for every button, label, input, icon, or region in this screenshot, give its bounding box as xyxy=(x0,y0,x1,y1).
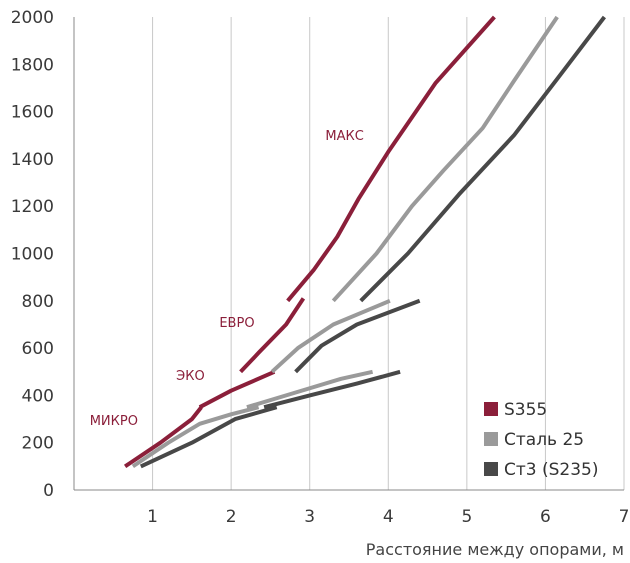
series-0-segment-0 xyxy=(123,405,203,469)
series-1-segment-3 xyxy=(331,15,559,303)
series-2-segment-1 xyxy=(263,369,401,410)
series-0-segment-1 xyxy=(198,369,276,409)
y-tick-label-200: 200 xyxy=(22,434,54,454)
x-tick-label-6: 6 xyxy=(540,507,551,527)
y-tick-label-1800: 1800 xyxy=(11,55,54,75)
axes xyxy=(73,17,624,491)
legend-swatch-2 xyxy=(484,462,498,476)
legend-label-2: Ст3 (S235) xyxy=(504,460,599,480)
y-tick-labels: 0 200 400 600 800 1000 1200 1400 1600 1800 2000 xyxy=(11,8,54,501)
series-1-segment-0 xyxy=(131,405,260,469)
x-axis-label: Расстояние между опорами, м xyxy=(366,540,624,559)
annotation-2: ЭКО xyxy=(176,369,205,384)
x-tick-label-3: 3 xyxy=(304,507,315,527)
series-lines xyxy=(123,15,606,469)
legend-label-1: Сталь 25 xyxy=(504,430,584,450)
series-0 xyxy=(123,15,496,469)
series-1 xyxy=(131,15,559,469)
annotations: МАКС ЕВРО ЭКО МИКРО xyxy=(90,129,364,429)
y-tick-label-600: 600 xyxy=(22,339,54,359)
x-tick-label-4: 4 xyxy=(383,507,394,527)
y-tick-label-1400: 1400 xyxy=(11,150,54,170)
x-tick-labels: 1 2 3 4 5 6 7 xyxy=(147,507,629,527)
grid xyxy=(152,17,625,490)
y-tick-label-0: 0 xyxy=(43,481,54,501)
x-tick-label-2: 2 xyxy=(226,507,237,527)
legend: S355 Сталь 25 Ст3 (S235) xyxy=(484,400,599,480)
annotation-1: ЕВРО xyxy=(219,316,254,331)
legend-swatch-1 xyxy=(484,432,498,446)
y-tick-label-1600: 1600 xyxy=(11,103,54,123)
x-tick-label-5: 5 xyxy=(461,507,472,527)
series-1-segment-1 xyxy=(246,369,374,410)
series-2-segment-2 xyxy=(294,298,421,374)
y-tick-label-1000: 1000 xyxy=(11,245,54,265)
series-2 xyxy=(139,15,606,469)
y-tick-label-800: 800 xyxy=(22,292,54,312)
y-tick-label-1200: 1200 xyxy=(11,197,54,217)
x-tick-label-1: 1 xyxy=(147,507,158,527)
x-tick-label-7: 7 xyxy=(619,507,630,527)
series-2-segment-0 xyxy=(139,405,278,469)
legend-label-0: S355 xyxy=(504,400,547,420)
annotation-0: МАКС xyxy=(325,129,363,144)
series-0-segment-3 xyxy=(286,15,496,303)
series-1-segment-2 xyxy=(270,298,391,374)
legend-swatch-0 xyxy=(484,402,498,416)
annotation-3: МИКРО xyxy=(90,414,138,429)
y-tick-label-400: 400 xyxy=(22,386,54,406)
y-tick-label-2000: 2000 xyxy=(11,8,54,28)
series-0-segment-2 xyxy=(239,297,306,374)
series-2-segment-3 xyxy=(359,15,606,303)
